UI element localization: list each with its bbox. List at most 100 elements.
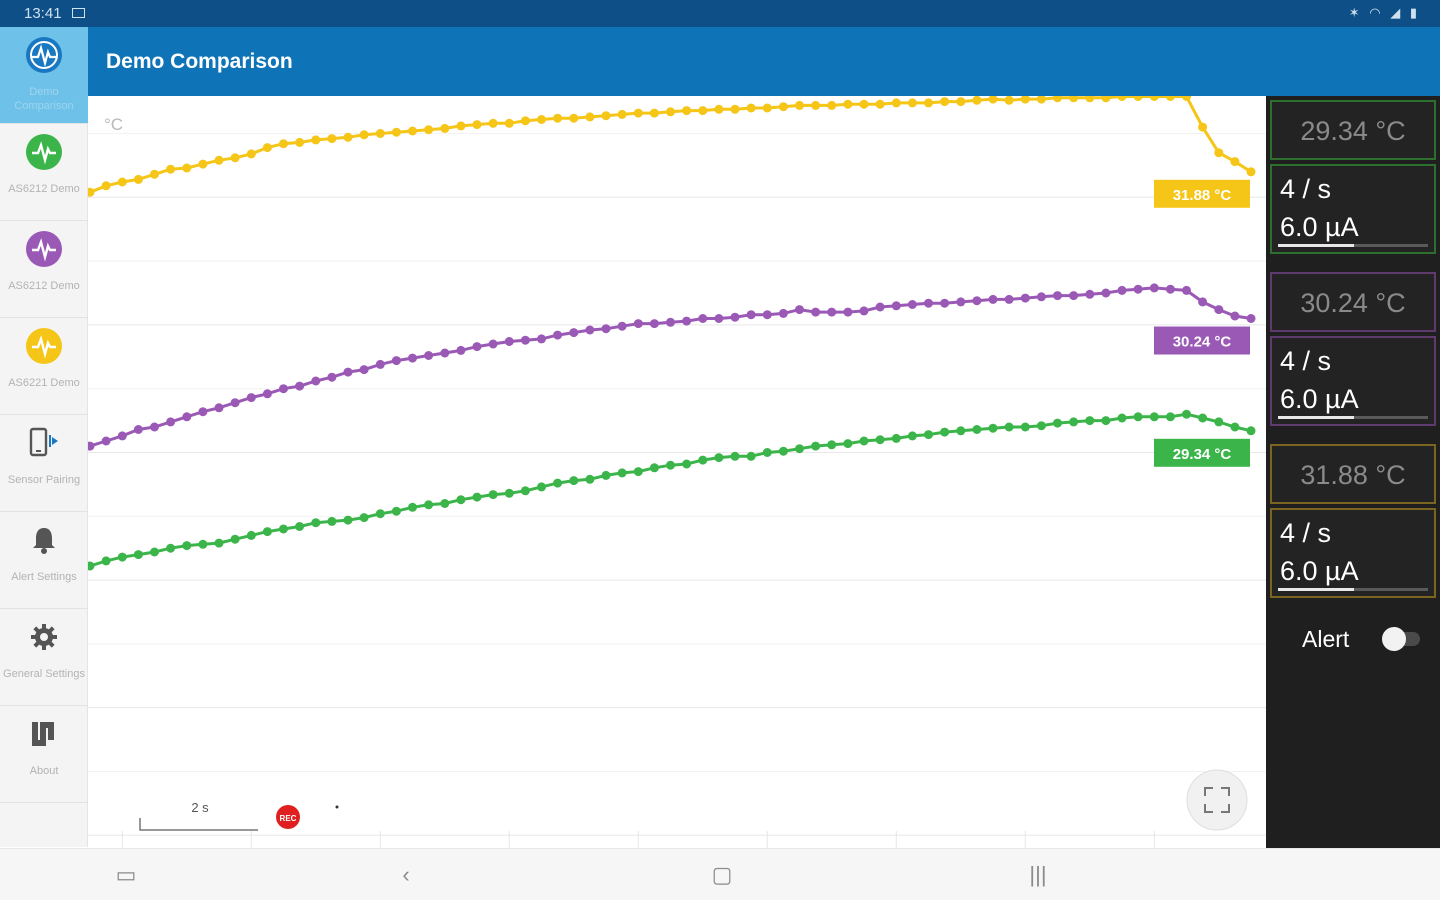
sidebar-item-about[interactable]: About	[0, 706, 88, 803]
data-point	[649, 463, 659, 473]
data-point	[456, 495, 466, 505]
sidebar-item-as6212-demo-green[interactable]: AS6212 Demo	[0, 124, 88, 221]
page-title: Demo Comparison	[106, 50, 293, 73]
data-point	[1069, 291, 1079, 301]
sensor-2-settings[interactable]: 4 / s 6.0 µA	[1270, 336, 1436, 426]
data-point	[1085, 96, 1095, 103]
sensor-1-current: 6.0 µA	[1280, 212, 1359, 242]
data-point	[182, 412, 192, 422]
data-point	[408, 126, 417, 136]
data-point	[1198, 297, 1208, 307]
data-point	[537, 334, 546, 344]
data-point	[295, 137, 305, 147]
data-point	[972, 425, 982, 434]
data-point	[440, 348, 450, 358]
data-point	[811, 307, 821, 317]
sensor-3-settings[interactable]: 4 / s 6.0 µA	[1270, 508, 1436, 598]
data-point	[1101, 416, 1111, 426]
data-point	[682, 316, 692, 326]
app-bar: Demo Comparison	[88, 27, 1440, 96]
data-point	[1182, 96, 1191, 101]
value-label-box	[1154, 326, 1250, 355]
data-point	[601, 324, 611, 334]
data-point	[553, 478, 563, 488]
data-point	[569, 476, 579, 486]
data-point	[585, 325, 595, 335]
data-point	[166, 164, 176, 174]
data-point	[972, 296, 982, 306]
data-point	[746, 451, 756, 461]
data-point	[762, 310, 772, 320]
data-point	[1133, 412, 1143, 422]
data-point	[1246, 167, 1256, 177]
data-point	[295, 522, 305, 531]
data-point	[1230, 157, 1240, 167]
series-value-label: 30.24 °C	[1154, 326, 1250, 355]
data-point	[262, 143, 272, 153]
data-point	[988, 96, 998, 104]
data-point	[408, 502, 417, 512]
sidebar-item-alert-settings[interactable]: Alert Settings	[0, 512, 88, 609]
temperature-chart[interactable]: °C 31.88 °C 30.24 °C 29.34 °C 2 s REC	[88, 96, 1266, 848]
back-button[interactable]: ‹	[402, 862, 410, 887]
pulse-icon	[26, 231, 62, 267]
screenshot-icon[interactable]: ▭	[115, 862, 137, 887]
data-point	[1133, 284, 1143, 294]
data-point	[778, 102, 788, 112]
data-point	[133, 174, 143, 184]
data-point	[666, 317, 675, 327]
data-point	[230, 398, 240, 408]
sidebar-item-as6221-demo[interactable]: AS6221 Demo	[0, 318, 88, 415]
sensor-1-settings[interactable]: 4 / s 6.0 µA	[1270, 164, 1436, 254]
data-point	[875, 435, 885, 445]
y-axis-unit: °C	[104, 115, 123, 134]
data-point	[585, 112, 595, 122]
sidebar-item-label: AS6221 Demo	[8, 377, 80, 389]
data-point	[633, 108, 643, 118]
fullscreen-button[interactable]	[1186, 769, 1248, 831]
data-point	[117, 552, 127, 562]
sidebar-item-demo-comparison[interactable]: Demo Comparison	[0, 27, 88, 124]
data-point	[504, 488, 514, 498]
data-point	[859, 99, 869, 109]
data-point	[424, 500, 434, 510]
data-point	[520, 116, 530, 126]
time-scale-bar	[139, 818, 258, 831]
data-point	[424, 351, 434, 360]
data-point	[1053, 96, 1062, 103]
sidebar-item-sensor-pairing[interactable]: Sensor Pairing	[0, 415, 88, 512]
data-point	[246, 393, 256, 403]
alert-toggle[interactable]	[1382, 627, 1406, 651]
gear-icon	[26, 619, 62, 655]
data-point	[795, 100, 804, 110]
sidebar-item-general-settings[interactable]: General Settings	[0, 609, 88, 706]
data-point	[311, 135, 321, 145]
data-point	[1214, 148, 1224, 158]
record-button[interactable]: REC	[276, 805, 300, 829]
data-point	[88, 187, 95, 197]
sidebar-item-as6212-demo-purple[interactable]: AS6212 Demo	[0, 221, 88, 318]
data-point	[1214, 305, 1224, 315]
data-point	[375, 359, 385, 369]
bell-icon	[26, 522, 62, 558]
sensor-3-current: 6.0 µA	[1280, 556, 1359, 586]
data-point	[795, 305, 804, 315]
alert-toggle-row[interactable]: Alert	[1266, 624, 1440, 654]
sidebar-item-label: Sensor Pairing	[7, 474, 81, 486]
data-point	[456, 121, 466, 131]
data-point	[279, 524, 288, 534]
series-line	[88, 283, 1256, 451]
data-point	[875, 99, 885, 109]
data-point	[101, 436, 111, 446]
data-point	[730, 104, 740, 114]
data-point	[1230, 422, 1240, 432]
recent-apps-button[interactable]: |||	[1029, 862, 1047, 887]
data-point	[585, 474, 595, 484]
sidebar-item-label: AS6212 Demo	[8, 183, 80, 195]
data-point	[311, 376, 321, 386]
series-path	[89, 412, 1252, 568]
data-point	[907, 300, 917, 309]
series-line	[88, 409, 1256, 571]
data-point	[101, 556, 111, 566]
home-button[interactable]: ▢	[711, 862, 733, 887]
